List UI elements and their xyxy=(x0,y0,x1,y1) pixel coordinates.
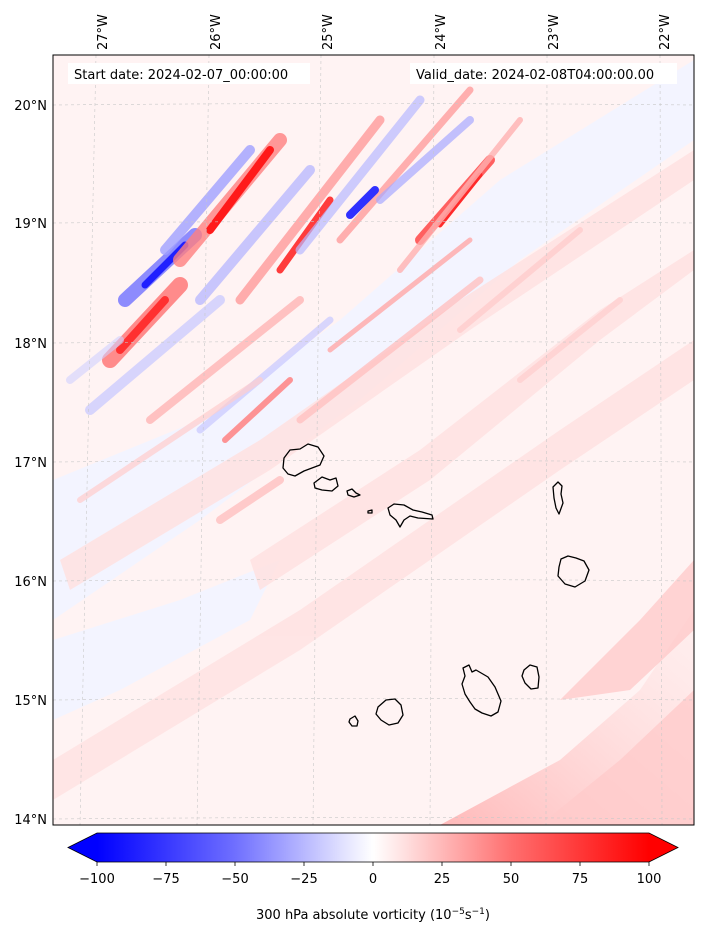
cb-tick-label: −25 xyxy=(290,872,317,887)
vorticity-streaks xyxy=(66,86,623,524)
lon-label-22w: 22°W xyxy=(658,14,673,50)
cb-tick-label: 25 xyxy=(434,872,451,887)
cb-tick-label: 75 xyxy=(572,872,589,887)
island-sao-nicolau xyxy=(387,503,434,528)
colorbar-body xyxy=(97,833,649,862)
lon-label-23w: 23°W xyxy=(547,14,562,50)
cape-verde-islands xyxy=(282,443,590,727)
cb-tick-label: −75 xyxy=(152,872,179,887)
lat-label-17n: 17°N xyxy=(14,456,47,471)
weak-positive-bands xyxy=(53,150,694,800)
lon-label-24w: 24°W xyxy=(434,14,449,50)
start-date-label: Start date: 2024-02-07_00:00:00 xyxy=(74,68,288,83)
latitude-labels: 20°N 19°N 18°N 17°N 16°N 15°N 14°N xyxy=(14,99,47,828)
colorbar-label: 300 hPa absolute vorticity (10−5s−1) xyxy=(256,907,490,923)
cb-tick-label: −50 xyxy=(221,872,248,887)
lat-label-18n: 18°N xyxy=(14,337,47,352)
map-plot-area xyxy=(53,55,694,825)
lon-label-27w: 27°W xyxy=(96,14,111,50)
cb-tick-label: 100 xyxy=(637,872,662,887)
cb-tick-label: −100 xyxy=(79,872,115,887)
island-ilheu xyxy=(367,509,373,514)
colorbar-tick-labels: −100 −75 −50 −25 0 25 50 75 100 xyxy=(79,872,661,887)
colorbar-min-extend xyxy=(68,833,97,862)
start-date-box xyxy=(68,63,310,84)
lon-label-26w: 26°W xyxy=(209,14,224,50)
island-brava xyxy=(348,715,359,727)
colorbar-tick-marks xyxy=(96,862,650,866)
island-santiago xyxy=(461,664,502,717)
island-boa-vista xyxy=(557,555,590,588)
valid-date-label: Valid_date: 2024-02-08T04:00:00.00 xyxy=(416,68,654,83)
island-fogo xyxy=(375,698,404,726)
graticule xyxy=(53,55,694,825)
island-santo-antao xyxy=(282,443,325,477)
cb-tick-label: 50 xyxy=(503,872,520,887)
cb-tick-label: 0 xyxy=(369,872,377,887)
island-sao-vicente xyxy=(313,476,339,492)
valid-date-box xyxy=(410,63,677,84)
longitude-labels: 27°W 26°W 25°W 24°W 23°W 22°W xyxy=(96,14,673,50)
lat-label-16n: 16°N xyxy=(14,575,47,590)
lat-label-19n: 19°N xyxy=(14,217,47,232)
lat-label-20n: 20°N xyxy=(14,99,47,114)
colorbar: −100 −75 −50 −25 0 25 50 75 100 300 hPa … xyxy=(67,832,679,923)
island-sal xyxy=(552,481,564,515)
lat-label-14n: 14°N xyxy=(14,813,47,828)
lon-label-25w: 25°W xyxy=(321,14,336,50)
island-santa-luzia xyxy=(346,488,361,498)
map-frame xyxy=(52,54,695,826)
lat-label-15n: 15°N xyxy=(14,694,47,709)
colorbar-max-extend xyxy=(649,833,678,862)
island-maio xyxy=(521,664,540,690)
